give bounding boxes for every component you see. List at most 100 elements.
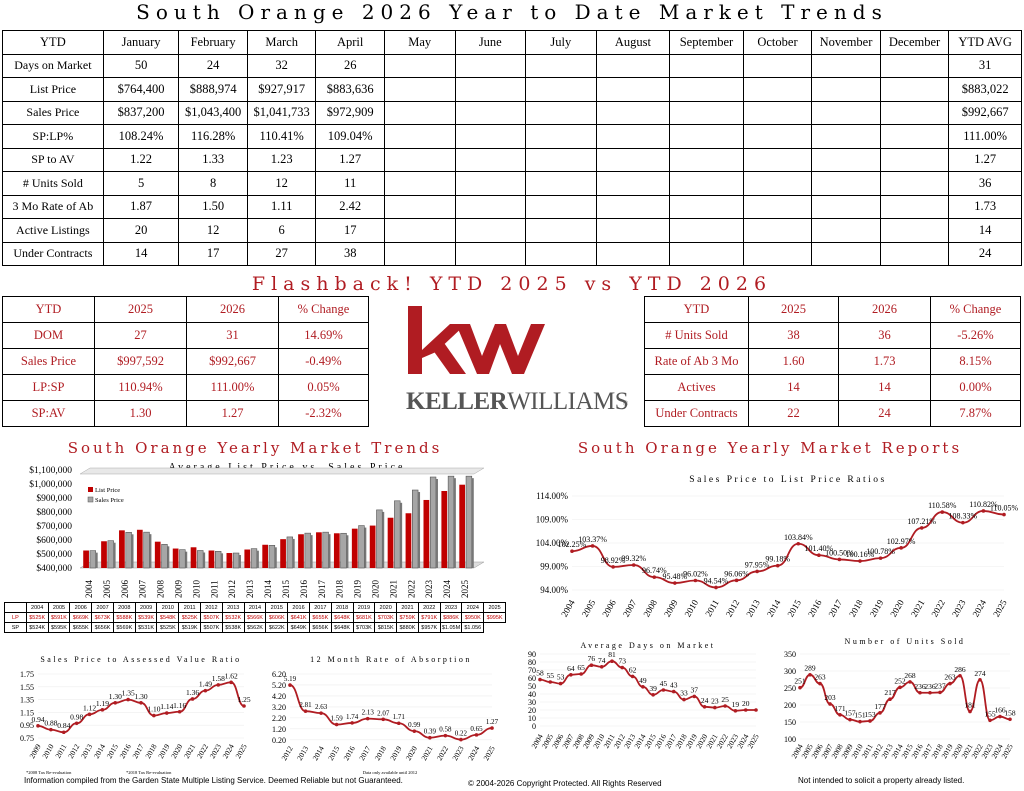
x-tick-label: 2024	[466, 744, 481, 762]
data-label: 96.06%	[724, 569, 749, 578]
plot-back-wall	[79, 467, 485, 475]
sp-lp-ratio-chart: Sales Price to List Price Ratios 94.00% 99…	[536, 475, 1019, 619]
ytd-row: SP to AV 1.22 1.33 1.23 1.27 1.27	[2, 147, 1022, 172]
series-line	[799, 673, 1011, 723]
yearly-table-value: $507K	[200, 612, 223, 623]
ytd-cell: 24	[178, 53, 248, 78]
x-tick-label: 2013	[744, 598, 762, 619]
compare-cell: -0.49%	[278, 348, 369, 375]
compare-row-label: Rate of Ab 3 Mo	[644, 348, 749, 375]
data-point	[303, 709, 308, 713]
data-label: 37	[691, 685, 699, 694]
ytd-cell	[383, 77, 456, 102]
ytd-row-label: # Units Sold	[2, 171, 104, 196]
x-tick-label: 2017	[317, 580, 327, 599]
data-label: 103.37%	[578, 535, 607, 544]
sales-price-bar-side	[149, 534, 152, 568]
ytd-cell	[525, 124, 597, 149]
ytd-cell	[669, 77, 744, 102]
data-label: 155	[984, 709, 996, 718]
data-label: 237	[934, 681, 946, 690]
ytd-cell: 27	[246, 241, 317, 266]
ytd-table: YTD January February March April May June July A…	[2, 30, 1022, 266]
x-tick-label: 2025	[991, 598, 1009, 619]
data-point	[350, 721, 354, 725]
data-point	[242, 704, 246, 708]
ytd-cell: 14	[102, 241, 180, 266]
compare-header-row: YTD 2025 2026% Change	[644, 296, 1021, 323]
ytd-header-cell: August	[595, 30, 671, 55]
ytd-cell	[811, 194, 881, 219]
compare-cell: 110.94%	[94, 374, 187, 401]
x-tick-label: 2011	[703, 598, 720, 618]
ytd-cell	[454, 171, 527, 196]
y-tick-label: 0.95	[20, 721, 34, 730]
ytd-cell	[454, 218, 527, 243]
data-label: 62	[629, 665, 637, 674]
data-label: 43	[670, 681, 678, 690]
compare-row: Actives 14 14 0.00%	[644, 374, 1021, 401]
absorption-note: Data only available until 2012	[363, 770, 418, 775]
data-label: 108.33%	[949, 512, 978, 521]
sales-price-bar	[394, 500, 401, 569]
ytd-cell: 50	[102, 53, 180, 78]
ytd-cell	[669, 53, 744, 78]
ytd-cell	[595, 147, 671, 172]
list-price-bar	[262, 544, 269, 568]
absorption-panel: 12 Month Rate of Absorption 0.20 1.20 2.20 3…	[262, 648, 502, 778]
yearly-table-value: $548K	[156, 612, 180, 623]
data-label: 1.36	[186, 688, 199, 697]
compare-cell: 7.87%	[930, 400, 1021, 427]
x-tick-label: 2013	[295, 744, 310, 762]
x-tick-label: 2015	[785, 598, 803, 619]
ytd-cell: 1.50	[178, 194, 248, 219]
y-tick-label: 90	[528, 650, 536, 659]
compare-row-label: SP:AV	[2, 400, 95, 427]
ytd-cell	[595, 77, 671, 102]
sales-price-bar	[268, 545, 276, 569]
x-tick-label: 2009	[174, 580, 184, 599]
data-label: 53	[557, 673, 565, 682]
ytd-cell	[811, 124, 881, 149]
data-point	[682, 697, 686, 702]
sales-price-bar-side	[256, 550, 259, 568]
sp-lp-ratio-panel: Sales Price to List Price Ratios 94.00% 99…	[520, 466, 1020, 634]
sales-price-bar-side	[471, 478, 474, 568]
sales-price-bar-side	[346, 535, 349, 568]
yearly-table-row: LP $525K $591K $669K $673K $588K $539K $548K $52…	[4, 612, 506, 623]
data-label: 5.19	[284, 675, 297, 683]
sales-price-bar-side	[221, 553, 224, 568]
yearly-table-value: $880K	[396, 622, 419, 633]
yearly-table-year: 2012	[200, 602, 223, 613]
page-title: South Orange 2026 Year to Date Market Tr…	[136, 0, 888, 24]
x-tick-label: 2013	[245, 580, 255, 599]
list-price-bar	[333, 533, 340, 568]
data-label: 236	[924, 682, 936, 691]
yearly-price-table: 2004 2005 2006 2007 2008 2009 2010 2011 2012 2013…	[4, 602, 506, 633]
data-label: 1.71	[393, 713, 406, 721]
y-tick-label: 1.35	[20, 696, 34, 705]
data-label: 0.65	[470, 725, 483, 733]
ytd-cell	[454, 124, 527, 149]
data-point	[631, 563, 636, 567]
data-point	[961, 520, 965, 525]
data-label: 102.25%	[558, 540, 587, 549]
chart-title: Sales Price to List Price Ratios	[689, 475, 886, 485]
data-label: 1.58	[212, 674, 225, 683]
yearly-table-value: $656K	[91, 622, 114, 633]
data-label: 236	[914, 682, 926, 691]
yearly-table-year: 2025	[483, 602, 506, 613]
list-price-bar	[101, 541, 107, 568]
data-point	[229, 680, 233, 685]
ytd-cell	[742, 77, 813, 102]
compare-row-label: LP:SP	[2, 374, 95, 401]
compare-cell: 22	[748, 400, 839, 427]
sales-price-bar	[89, 550, 96, 569]
sales-price-bar-side	[238, 555, 241, 568]
yearly-table-row: SP $524K $595K $655K $656K $569K $531K $525K $51…	[4, 622, 506, 633]
y-tick-label: $500,000	[36, 549, 72, 560]
list-price-bar	[280, 539, 286, 568]
x-tick-label: 2008	[156, 580, 166, 599]
compare-row-label: Under Contracts	[644, 400, 749, 427]
ytd-row: SP:LP% 108.24% 116.28% 110.41% 109.04% 111.00…	[2, 124, 1022, 149]
